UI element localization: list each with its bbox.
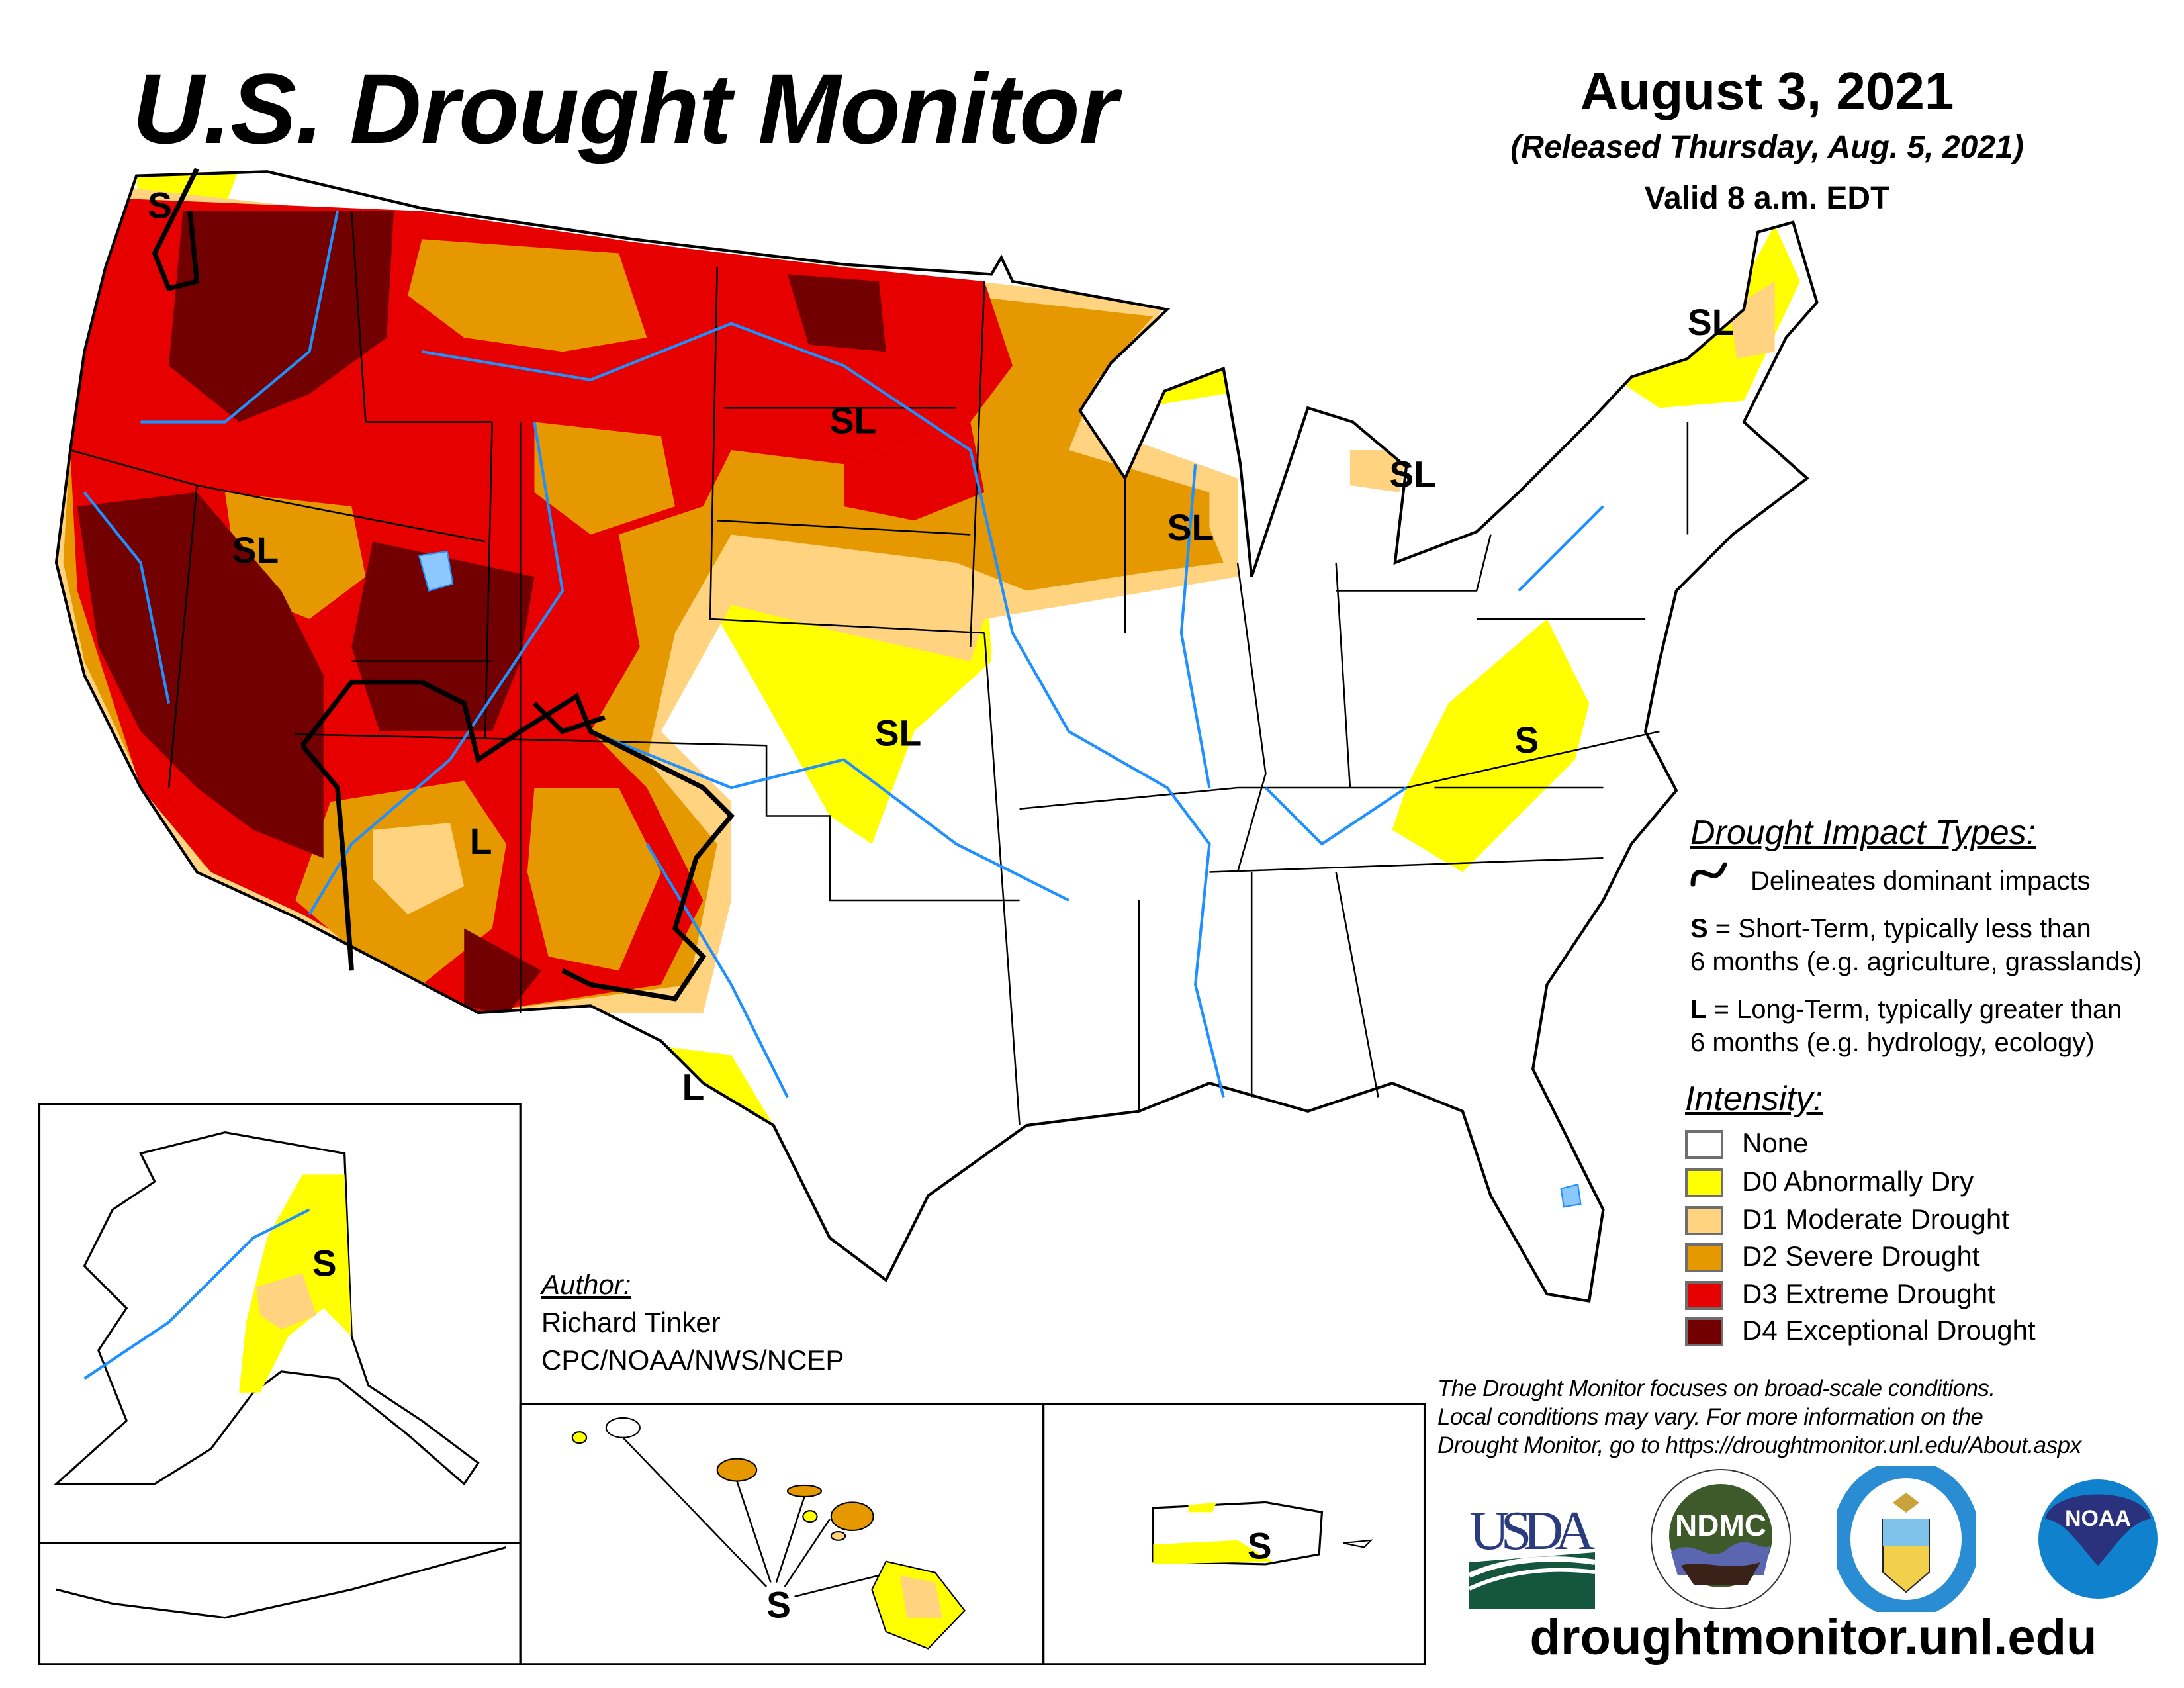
usda-logo: USDA [1468,1500,1596,1609]
d2-area-montana [408,239,647,352]
hawaii-inset: S [519,1403,1045,1665]
short-term-key: S [1690,914,1708,943]
swatch-d0 [1685,1168,1723,1197]
alaska-d1-area [255,1273,317,1330]
d2-area-wyoming [534,422,675,535]
impact-line-icon [1690,862,1727,887]
usda-logo-text: USDA [1469,1500,1595,1562]
intensity-legend-heading: Intensity: [1685,1080,1823,1118]
puerto-rico-inset: S [1042,1403,1426,1665]
map-label-virginia: S [1515,720,1539,761]
swatch-d1 [1685,1206,1723,1235]
author-name: Richard Tinker [541,1307,721,1338]
map-label-south-dakota: SL [830,400,877,442]
d1-area-maine [1729,281,1775,359]
map-label-washington: S [148,185,172,226]
map-label-maine: SL [1688,302,1735,343]
map-label-arizona: L [470,821,492,862]
website-url[interactable]: droughtmonitor.unl.edu [1529,1609,2097,1665]
map-label-iowa: SL [1167,507,1214,548]
lake-okeechobee [1560,1183,1582,1208]
legend-label-d4: D4 Exceptional Drought [1742,1315,2036,1346]
swatch-d2 [1685,1243,1723,1272]
long-term-line2: 6 months (e.g. hydrology, ecology) [1690,1028,2095,1057]
short-term-line1: = Short-Term, typically less than [1707,914,2091,943]
map-date: August 3, 2021 [1580,62,1954,120]
d4-area-oregon-idaho [168,211,394,422]
ndmc-logo-text: NDMC [1675,1508,1766,1542]
impact-line-label: Delineates dominant impacts [1751,867,2091,896]
legend-label-d3: D3 Extreme Drought [1742,1278,1995,1309]
footnote-line: Drought Monitor, go to https://droughtmo… [1437,1432,2081,1458]
footnote: The Drought Monitor focuses on broad-sca… [1437,1374,2081,1460]
map-label-nevada: SL [232,530,279,571]
swatch-d4 [1685,1317,1723,1346]
conus-outline [54,170,1819,1303]
map-label-texas: L [682,1067,705,1108]
map-label-kansas: SL [875,712,922,753]
d3-area-dakotas [843,422,985,521]
footnote-line: Local conditions may vary. For more info… [1437,1404,1983,1430]
swatch-d3 [1685,1281,1723,1310]
legend-label-d1: D1 Moderate Drought [1742,1203,2009,1235]
d2-area-newmexico [527,788,661,971]
short-term-description: S = Short-Term, typically less than 6 mon… [1690,912,2142,978]
ndmc-logo: NDMC [1651,1469,1791,1609]
noaa-logo-text: NOAA [2065,1506,2131,1531]
alaska-inset: S [38,1103,522,1665]
noaa-logo: NOAA [2038,1479,2158,1599]
d0-area-upper-midwest [1111,344,1350,408]
swatch-none [1685,1130,1723,1159]
map-label-alaska: S [312,1243,337,1284]
map-label-puerto-rico: S [1248,1525,1272,1566]
d2-area-iowa [970,478,1224,577]
page-title: U.S. Drought Monitor [132,53,1118,164]
d4-area-montana [787,274,886,352]
author-org: CPC/NOAA/NWS/NCEP [541,1344,844,1376]
release-date: (Released Thursday, Aug. 5, 2021) [1510,130,2024,165]
long-term-line1: = Long-Term, typically greater than [1706,995,2122,1024]
rivers [83,211,1604,1098]
d1-area-midwest [1349,450,1406,492]
author-block: Author: Richard Tinker CPC/NOAA/NWS/NCEP [541,1266,844,1379]
long-term-description: L = Long-Term, typically greater than 6 m… [1690,993,2122,1059]
author-heading: Author: [541,1269,631,1300]
great-salt-lake [418,550,454,592]
map-label-michigan: SL [1389,453,1436,494]
long-term-key: L [1690,995,1707,1024]
legend-label-none: None [1742,1127,1809,1158]
state-boundaries [69,211,1689,1126]
conus-map: S SL SL SL SL SL SL L S L [54,167,1819,1303]
short-term-line2: 6 months (e.g. agriculture, grasslands) [1690,947,2142,976]
impact-lines [152,167,735,1002]
map-label-hawaii: S [766,1585,791,1626]
impact-legend-heading: Drought Impact Types: [1690,814,2036,852]
legend-label-d2: D2 Severe Drought [1742,1241,1980,1272]
d0-area-appalachia [1392,619,1590,872]
commerce-logo [1837,1466,1976,1612]
legend-label-d0: D0 Abnormally Dry [1742,1166,1974,1197]
d1-area-arizona [373,823,465,915]
footnote-line: The Drought Monitor focuses on broad-sca… [1437,1376,1995,1401]
d4-area-california-nevada [77,492,324,859]
valid-time: Valid 8 a.m. EDT [1644,181,1890,216]
d4-area-arizona [464,928,542,1016]
